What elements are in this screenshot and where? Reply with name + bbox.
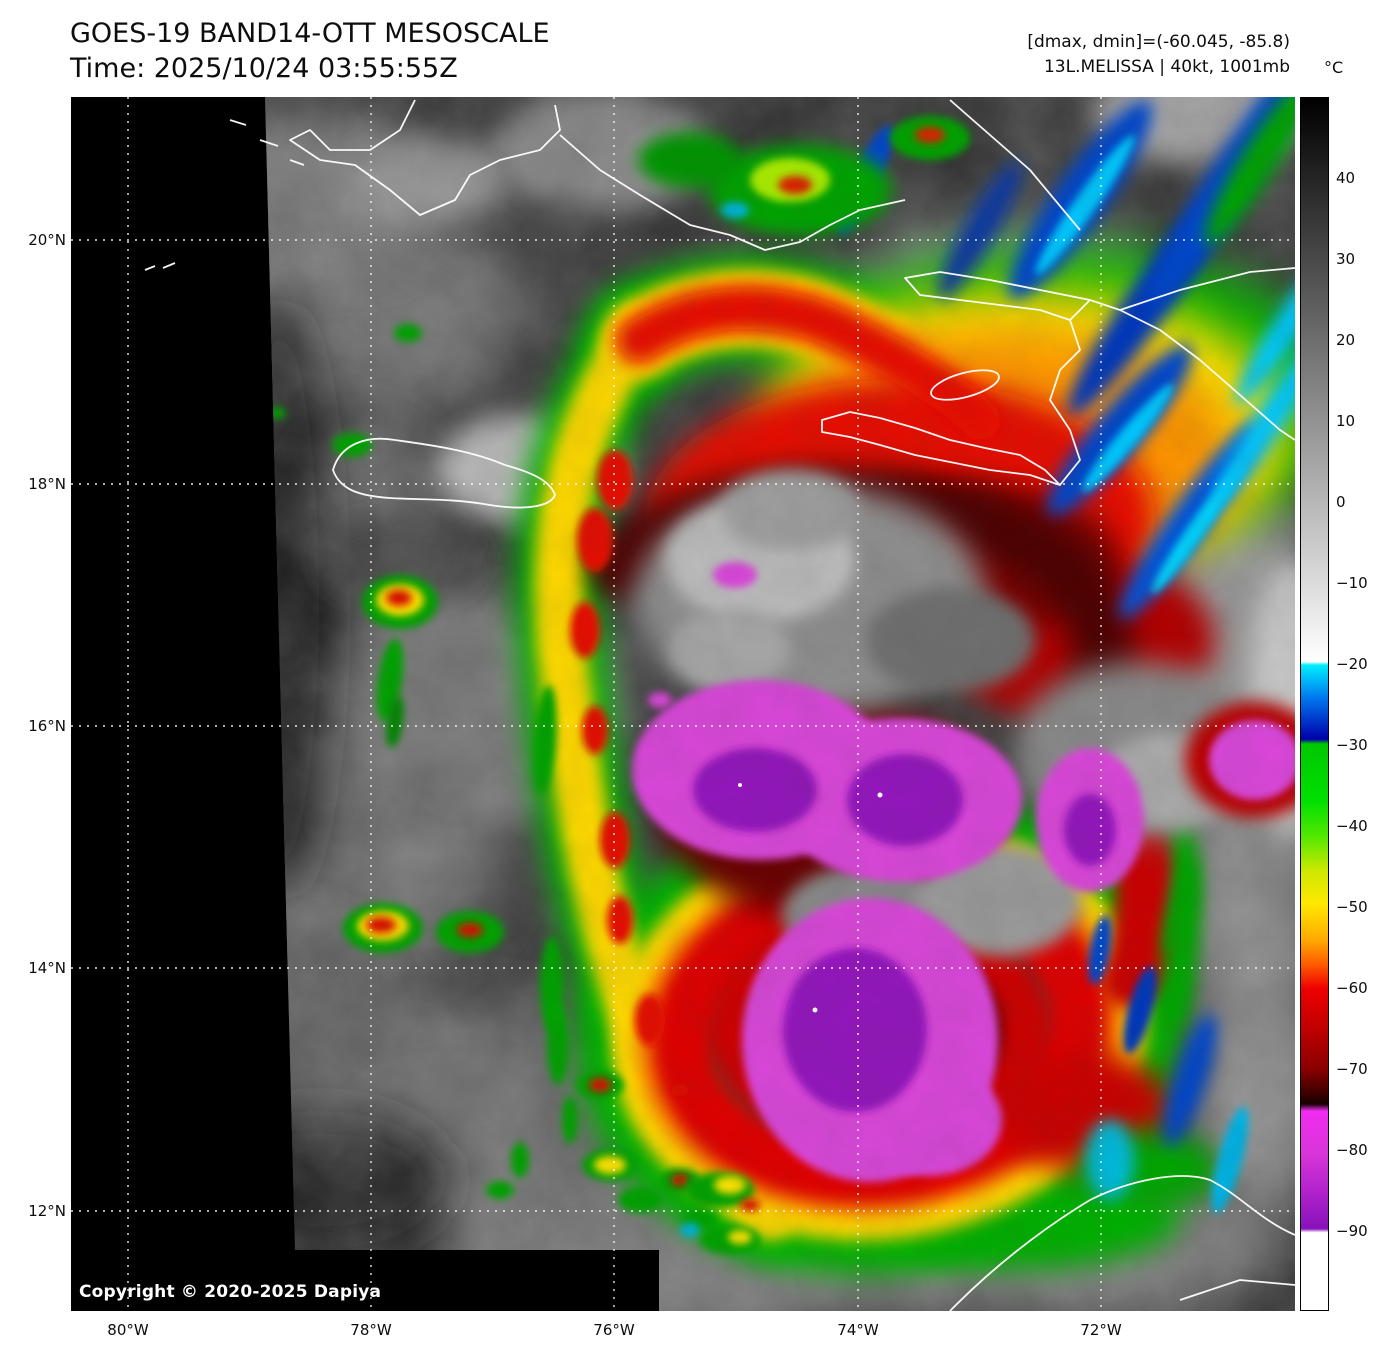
haiti-north-peninsula [904,271,1091,321]
colorbar-tick: 30 [1336,250,1356,268]
colorbar-tick: −50 [1336,898,1368,916]
lon-label-72w: 72°W [1080,1321,1122,1339]
colorbar-tick: 10 [1336,412,1356,430]
satellite-image [71,97,1295,1311]
timestamp: Time: 2025/10/24 03:55:55Z [70,53,458,85]
lat-label-12n: 12°N [28,1202,66,1220]
colorbar-tick: 20 [1336,331,1356,349]
lat-label-14n: 14°N [28,959,66,977]
page-title: GOES-19 BAND14-OTT MESOSCALE [70,18,550,49]
colorbar-tick: 40 [1336,169,1356,187]
lat-label-20n: 20°N [28,231,66,249]
lat-label-16n: 16°N [28,717,66,735]
hispaniola-north-coast [1119,267,1295,311]
colorbar-tick: −40 [1336,817,1368,835]
lon-label-74w: 74°W [837,1321,879,1339]
colorbar-tick: −10 [1336,574,1368,592]
lon-label-76w: 76°W [593,1321,635,1339]
colorbar-tick: −20 [1336,655,1368,673]
haiti-west-coast [1049,299,1091,486]
temperature-colorbar [1300,97,1329,1311]
guajira-coastline [949,1175,1295,1311]
lon-label-78w: 78°W [350,1321,392,1339]
colorbar-tick: −30 [1336,736,1368,754]
coastlines [144,99,1295,1311]
info-block: [dmax, dmin]=(-60.045, -85.8) 13L.MELISS… [1027,30,1290,79]
colorbar-tick: −60 [1336,979,1368,997]
colorbar-tick: −90 [1336,1222,1368,1240]
small-cays [144,119,305,271]
jamaica-coastline [332,437,556,509]
dmax-dmin-readout: [dmax, dmin]=(-60.045, -85.8) [1027,32,1290,52]
cloud-texture-overlay [265,97,1295,1311]
cuba-southeast-coastline [559,134,906,251]
plot-area [71,97,1295,1311]
colorbar-tick: 0 [1336,493,1346,511]
gonave-island [930,369,1000,401]
title-block: GOES-19 BAND14-OTT MESOSCALE Time: 2025/… [70,16,550,86]
colorbar-unit-label: °C [1324,58,1344,77]
colorbar-tick: −80 [1336,1141,1368,1159]
cuba-coastline [289,99,561,216]
colorbar-tick: −70 [1336,1060,1368,1078]
lat-label-18n: 18°N [28,475,66,493]
copyright-notice: Copyright © 2020-2025 Dapiya [79,1282,382,1302]
lon-label-80w: 80°W [107,1321,149,1339]
windward-passage-coastline [949,99,1081,231]
storm-id-readout: 13L.MELISSA | 40kt, 1001mb [1043,56,1290,77]
